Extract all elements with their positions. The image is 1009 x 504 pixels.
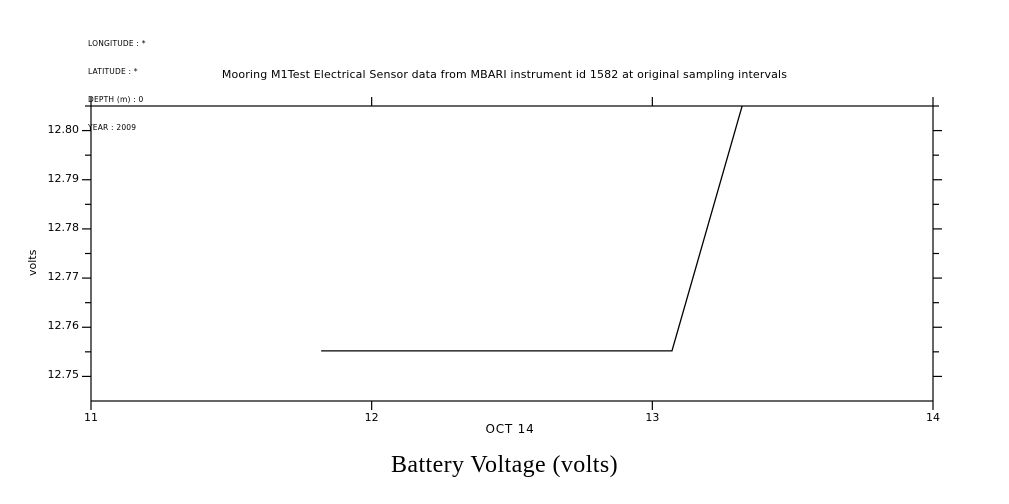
x-tick-label: 12: [364, 411, 379, 424]
data-series-line: [321, 106, 743, 352]
y-tick-label: 12.78: [47, 220, 80, 234]
x-tick-label: 11: [84, 411, 98, 424]
metadata-year: YEAR : 2009: [88, 123, 137, 133]
metadata-depth: DEPTH (m) : 0: [88, 95, 144, 105]
metadata-longitude: LONGITUDE : *: [88, 38, 146, 48]
x-tick-label: 14: [926, 411, 940, 424]
y-tick-label: 12.80: [47, 122, 80, 136]
plot-frame: [90, 105, 934, 402]
y-tick-label: 12.79: [47, 171, 80, 185]
y-tick-label: 12.75: [47, 368, 80, 382]
y-tick-label: 12.76: [47, 319, 80, 333]
metadata-block: LONGITUDE : * LATITUDE : * DEPTH (m) : 0…: [88, 20, 146, 142]
plot-title: Mooring M1Test Electrical Sensor data fr…: [221, 68, 788, 81]
metadata-latitude: LATITUDE : *: [88, 67, 138, 77]
figure-caption: Battery Voltage (volts): [391, 452, 618, 478]
x-tick-label: 13: [645, 411, 660, 424]
x-axis-title: OCT 14: [485, 422, 535, 436]
y-tick-label: 12.77: [47, 270, 80, 284]
